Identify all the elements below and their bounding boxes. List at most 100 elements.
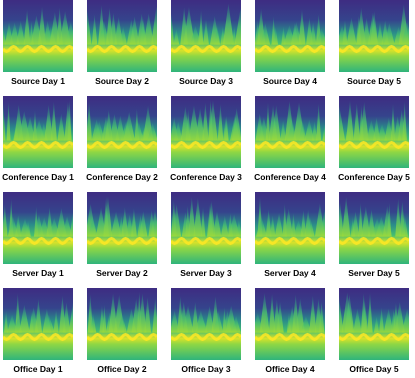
yellow-band	[87, 332, 157, 342]
spike	[88, 216, 98, 237]
spike	[268, 293, 276, 333]
panel: Conference Day 5	[338, 96, 410, 182]
spike	[318, 301, 325, 333]
spike	[104, 109, 113, 141]
spike	[284, 208, 294, 237]
spike	[224, 115, 229, 141]
spike	[183, 7, 195, 45]
spike	[203, 19, 209, 45]
spike	[274, 212, 284, 237]
yellow-band	[3, 140, 73, 150]
spike	[213, 311, 224, 333]
panel: Source Day 2	[87, 0, 157, 86]
spike	[346, 17, 357, 45]
yellow-band	[3, 236, 73, 246]
yellow-band	[255, 44, 325, 54]
spike	[25, 116, 36, 141]
spike	[68, 302, 73, 333]
spike	[222, 3, 235, 45]
spike	[379, 307, 385, 333]
spectrogram	[3, 96, 73, 168]
panel: Server Day 3	[171, 192, 241, 278]
spike	[344, 294, 355, 333]
spike	[235, 219, 241, 237]
caption: Office Day 5	[349, 364, 398, 374]
panel: Conference Day 2	[86, 96, 158, 182]
spike	[16, 20, 26, 45]
spike	[151, 6, 157, 45]
spike	[361, 300, 369, 333]
spike	[316, 103, 322, 141]
spectrogram	[3, 192, 73, 264]
spike	[204, 305, 215, 333]
yellow-band	[3, 332, 73, 342]
spike	[172, 204, 182, 237]
spike	[3, 26, 7, 45]
yellow-band	[255, 236, 325, 246]
spike	[362, 17, 371, 45]
caption: Server Day 2	[96, 268, 148, 278]
spike	[264, 309, 270, 333]
spike	[117, 314, 127, 333]
caption: Office Day 3	[181, 364, 230, 374]
caption: Conference Day 5	[338, 172, 410, 182]
spike	[110, 211, 122, 237]
yellow-band	[171, 44, 241, 54]
spike	[255, 217, 268, 237]
spectrogram	[87, 96, 157, 168]
spike	[265, 102, 271, 141]
spike	[171, 310, 180, 333]
spike	[234, 8, 241, 45]
spectrogram	[339, 0, 409, 72]
spike	[195, 108, 205, 141]
spike	[298, 9, 306, 45]
spike	[89, 312, 97, 333]
spike	[271, 105, 281, 141]
spike	[402, 101, 407, 141]
spectrogram	[339, 96, 409, 168]
spike	[6, 101, 11, 141]
spike	[373, 117, 381, 141]
panel: Server Day 5	[339, 192, 409, 278]
spike	[358, 202, 363, 237]
spectrogram	[3, 288, 73, 360]
spike	[57, 113, 66, 141]
spike	[139, 211, 148, 237]
panel: Office Day 4	[255, 288, 325, 374]
yellow-band	[339, 44, 409, 54]
spike	[220, 215, 229, 237]
yellow-band	[339, 332, 409, 342]
spectrogram	[87, 288, 157, 360]
yellow-band	[255, 332, 325, 342]
spike	[123, 111, 136, 141]
spike	[394, 301, 405, 333]
spike	[147, 122, 157, 141]
spike	[311, 121, 318, 141]
panel: Source Day 5	[339, 0, 409, 86]
spike	[133, 121, 144, 141]
spike	[401, 308, 409, 333]
panel: Server Day 2	[87, 192, 157, 278]
caption: Server Day 1	[12, 268, 64, 278]
panel: Conference Day 3	[170, 96, 242, 182]
spike	[103, 196, 113, 237]
spike	[369, 11, 379, 45]
panel: Office Day 5	[339, 288, 409, 374]
spike	[185, 109, 191, 141]
spike	[3, 103, 6, 141]
spike	[280, 120, 287, 141]
caption: Office Day 4	[265, 364, 314, 374]
spike	[50, 101, 57, 141]
caption: Source Day 5	[347, 76, 401, 86]
spike	[53, 309, 59, 333]
panel: Conference Day 1	[2, 96, 74, 182]
yellow-band	[171, 332, 241, 342]
spectrogram	[171, 96, 241, 168]
spectrogram	[255, 288, 325, 360]
caption: Source Day 2	[95, 76, 149, 86]
spike	[361, 206, 371, 237]
spike	[7, 314, 18, 333]
yellow-band	[171, 236, 241, 246]
spike	[4, 310, 9, 333]
